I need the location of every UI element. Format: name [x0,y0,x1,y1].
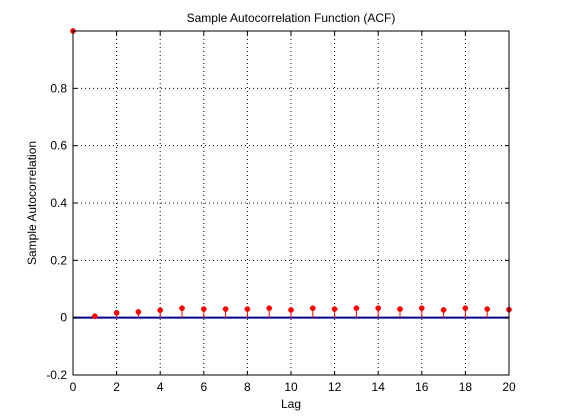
x-tick-label: 20 [502,380,516,394]
stem-marker [288,307,294,313]
x-tick-label: 12 [328,380,342,394]
stem-marker [266,305,273,312]
y-tick-labels: -0.2 0 0.2 0.4 0.6 0.8 [46,81,67,382]
stem-marker [331,306,338,312]
stem-marker [222,306,229,312]
stem-marker [397,306,403,312]
y-tick-label: 0.8 [50,81,67,95]
y-tick-label: 0.2 [50,253,67,267]
x-tick-label: 10 [284,380,298,394]
x-axis-label: Lag [281,397,301,411]
x-tick-label: 4 [157,380,164,394]
stem-marker [91,313,98,320]
x-tick-label: 18 [459,380,473,394]
x-tick-label: 14 [372,380,386,394]
stem-marker [462,305,469,312]
y-tick-label: 0 [60,311,67,325]
y-tick-label: -0.2 [46,368,67,382]
stem-marker [113,309,120,316]
chart-title: Sample Autocorrelation Function (ACF) [187,11,396,25]
x-tick-label: 6 [200,380,207,394]
y-tick-label: 0.6 [50,139,67,153]
stem-marker [418,305,425,312]
stem-marker [309,305,316,312]
tick-marks [72,31,510,376]
x-tick-label: 0 [70,380,77,394]
x-tick-label: 2 [113,380,120,394]
stem-marker [375,305,382,312]
stem-marker [200,306,207,312]
stem-marker [484,306,491,312]
stem-marker [244,306,251,312]
stem-marker [135,309,142,315]
y-axis-label: Sample Autocorrelation [25,141,39,265]
y-tick-label: 0.4 [50,196,67,210]
x-tick-label: 16 [415,380,429,394]
x-tick-labels: 0 2 4 6 8 10 12 14 16 18 20 [70,380,516,394]
stem-marker [179,305,185,312]
x-tick-label: 8 [244,380,251,394]
stem-marker [353,305,360,312]
stem-marker [157,307,164,314]
stem-marker [440,307,447,313]
